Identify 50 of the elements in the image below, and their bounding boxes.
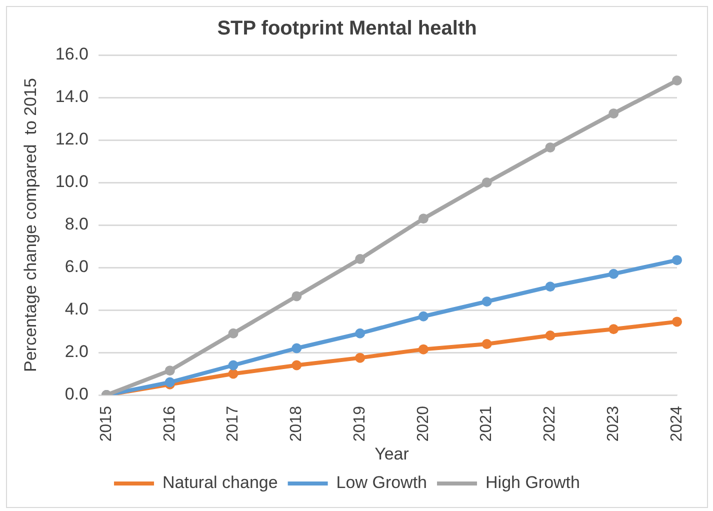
x-tick-label: 2017 bbox=[224, 406, 242, 442]
point bbox=[164, 366, 175, 376]
point bbox=[545, 330, 556, 341]
x-tick-label: 2024 bbox=[668, 406, 686, 442]
legend-label: Natural change bbox=[162, 473, 278, 492]
point bbox=[482, 178, 492, 188]
point bbox=[482, 296, 492, 307]
point bbox=[418, 311, 428, 322]
point bbox=[608, 108, 619, 118]
point bbox=[482, 339, 492, 350]
y-tick-label: 4.0 bbox=[64, 300, 88, 319]
point bbox=[355, 352, 366, 363]
point bbox=[228, 368, 238, 379]
x-tick-label: 2015 bbox=[98, 406, 115, 442]
point bbox=[292, 360, 302, 370]
point bbox=[355, 328, 366, 338]
y-tick-label: 6.0 bbox=[64, 257, 88, 276]
point bbox=[355, 254, 366, 264]
x-tick-label: 2022 bbox=[542, 406, 559, 442]
x-tick-label: 2020 bbox=[414, 406, 432, 442]
point bbox=[228, 360, 238, 370]
point bbox=[672, 76, 682, 86]
point bbox=[418, 214, 428, 224]
point bbox=[418, 344, 428, 354]
y-tick-label: 12.0 bbox=[55, 130, 88, 149]
y-tick-label: 14.0 bbox=[55, 87, 88, 106]
point bbox=[545, 142, 556, 152]
chart-title: STP footprint Mental health bbox=[217, 18, 477, 40]
point bbox=[672, 255, 682, 266]
point bbox=[608, 324, 619, 334]
x-tick-label: 2019 bbox=[351, 406, 368, 442]
y-tick-label: 10.0 bbox=[55, 172, 88, 192]
y-tick-label: 0.0 bbox=[64, 384, 88, 404]
point bbox=[292, 291, 302, 302]
legend-label: High Growth bbox=[486, 473, 580, 492]
x-tick-label: 2021 bbox=[478, 406, 496, 442]
y-tick-label: 16.0 bbox=[55, 44, 88, 64]
point bbox=[292, 343, 302, 354]
y-tick-label: 8.0 bbox=[64, 214, 88, 234]
x-tick-label: 2018 bbox=[288, 406, 306, 442]
x-axis-title: Year bbox=[374, 444, 410, 464]
legend-label: Low Growth bbox=[336, 473, 428, 492]
point bbox=[672, 316, 682, 327]
x-tick-label: 2023 bbox=[605, 406, 622, 442]
point bbox=[228, 328, 238, 338]
point bbox=[608, 268, 619, 279]
y-axis-title: Percentage change compared to 2015 bbox=[20, 78, 40, 372]
point bbox=[545, 282, 556, 292]
y-tick-label: 2.0 bbox=[64, 342, 88, 362]
x-tick-label: 2016 bbox=[161, 406, 178, 442]
